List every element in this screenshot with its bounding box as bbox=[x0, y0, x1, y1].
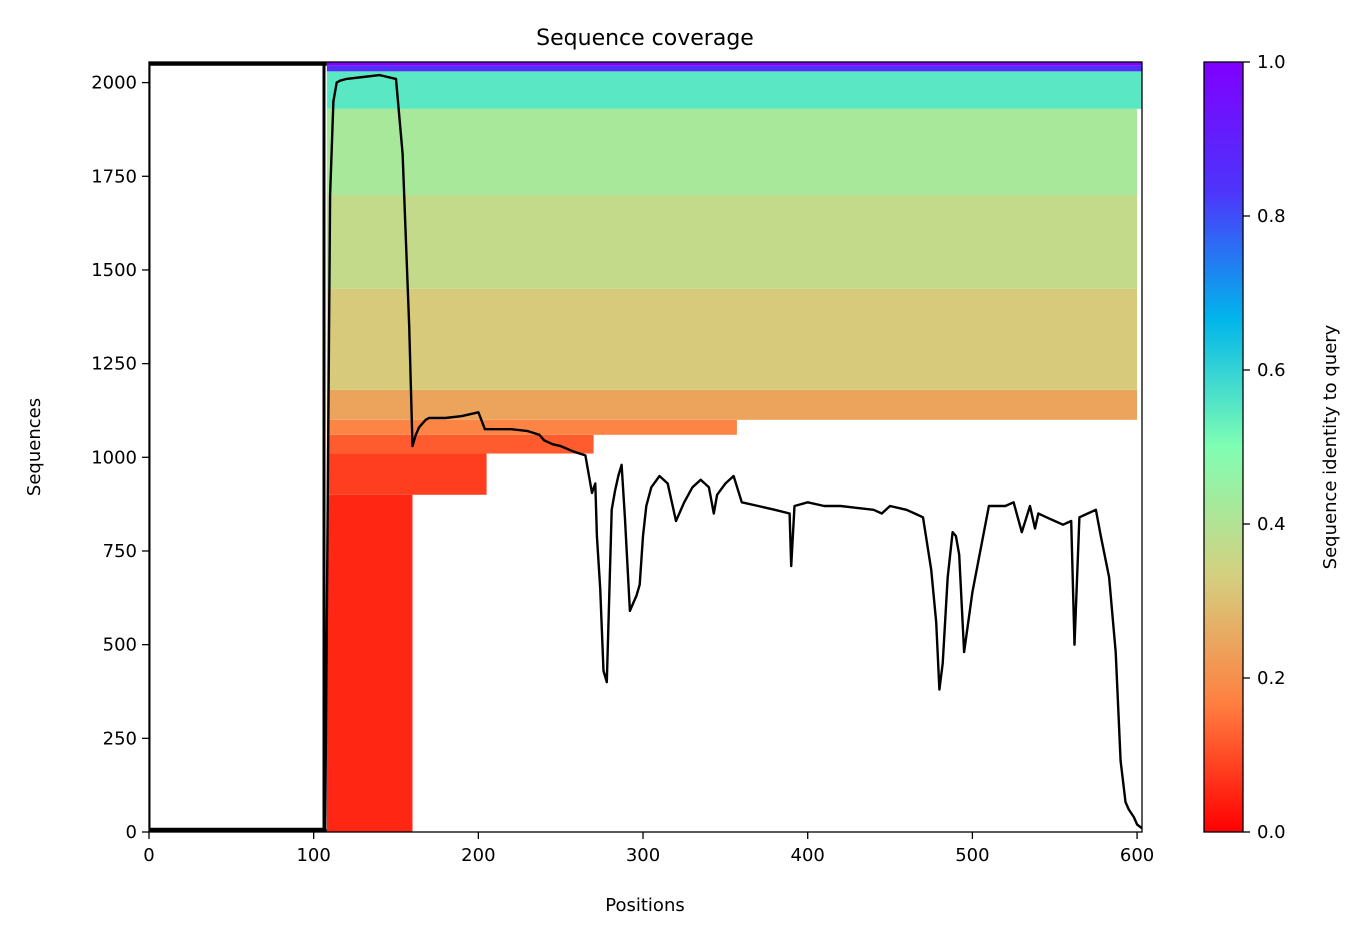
plot-area bbox=[149, 62, 1142, 832]
colorbar-tick-label: 0.4 bbox=[1257, 514, 1286, 535]
x-axis-label: Positions bbox=[605, 895, 684, 916]
coverage-block-8 bbox=[326, 71, 1142, 109]
query-rows bbox=[149, 62, 327, 832]
colorbar: 0.0 0.2 0.4 0.6 0.8 1.0 Sequence identity to … bbox=[1203, 52, 1341, 843]
query-region-frame bbox=[149, 62, 326, 832]
colorbar-gradient bbox=[1203, 61, 1244, 833]
y-tick-label: 0 bbox=[126, 822, 137, 843]
colorbar-label: Sequence identity to query bbox=[1320, 324, 1341, 569]
coverage-block-7 bbox=[326, 108, 1138, 196]
coverage-line bbox=[149, 73, 1142, 831]
coverage-block-5 bbox=[326, 288, 1138, 390]
x-tick-label: 100 bbox=[296, 845, 330, 866]
x-tick-label: 0 bbox=[143, 845, 154, 866]
coverage-block-10 bbox=[326, 62, 1142, 66]
y-axis-label: Sequences bbox=[24, 398, 45, 496]
y-tick-label: 1750 bbox=[91, 166, 137, 187]
colorbar-tick-label: 0.2 bbox=[1257, 668, 1286, 689]
colorbar-tick-label: 1.0 bbox=[1257, 52, 1286, 73]
y-tick-label: 1000 bbox=[91, 447, 137, 468]
coverage-block-1 bbox=[326, 453, 487, 495]
coverage-block-9 bbox=[326, 65, 1142, 72]
coverage-heatmap bbox=[326, 62, 1142, 832]
x-axis: 0 100 200 300 400 500 600 bbox=[143, 832, 1154, 866]
x-tick-label: 300 bbox=[626, 845, 660, 866]
coverage-block-6 bbox=[326, 195, 1138, 289]
x-tick-label: 500 bbox=[955, 845, 989, 866]
chart-title: Sequence coverage bbox=[536, 26, 754, 51]
coverage-block-4 bbox=[326, 389, 1138, 420]
y-tick-label: 750 bbox=[103, 541, 137, 562]
coverage-block-0 bbox=[326, 494, 413, 832]
colorbar-tick-label: 0.0 bbox=[1257, 822, 1286, 843]
colorbar-ticks: 0.0 0.2 0.4 0.6 0.8 1.0 bbox=[1243, 52, 1286, 843]
x-tick-label: 200 bbox=[461, 845, 495, 866]
coverage-block-2 bbox=[326, 434, 594, 454]
y-tick-label: 1250 bbox=[91, 354, 137, 375]
x-tick-label: 400 bbox=[791, 845, 825, 866]
colorbar-tick-label: 0.6 bbox=[1257, 360, 1286, 381]
y-tick-label: 250 bbox=[103, 728, 137, 749]
colorbar-tick-label: 0.8 bbox=[1257, 206, 1286, 227]
y-tick-label: 500 bbox=[103, 635, 137, 656]
y-tick-label: 2000 bbox=[91, 73, 137, 94]
y-tick-label: 1500 bbox=[91, 260, 137, 281]
x-tick-label: 600 bbox=[1120, 845, 1154, 866]
y-axis: 0 250 500 750 1000 1250 1500 1750 2000 bbox=[91, 73, 149, 843]
plot-frame bbox=[148, 61, 1143, 833]
coverage-block-3 bbox=[326, 419, 737, 435]
